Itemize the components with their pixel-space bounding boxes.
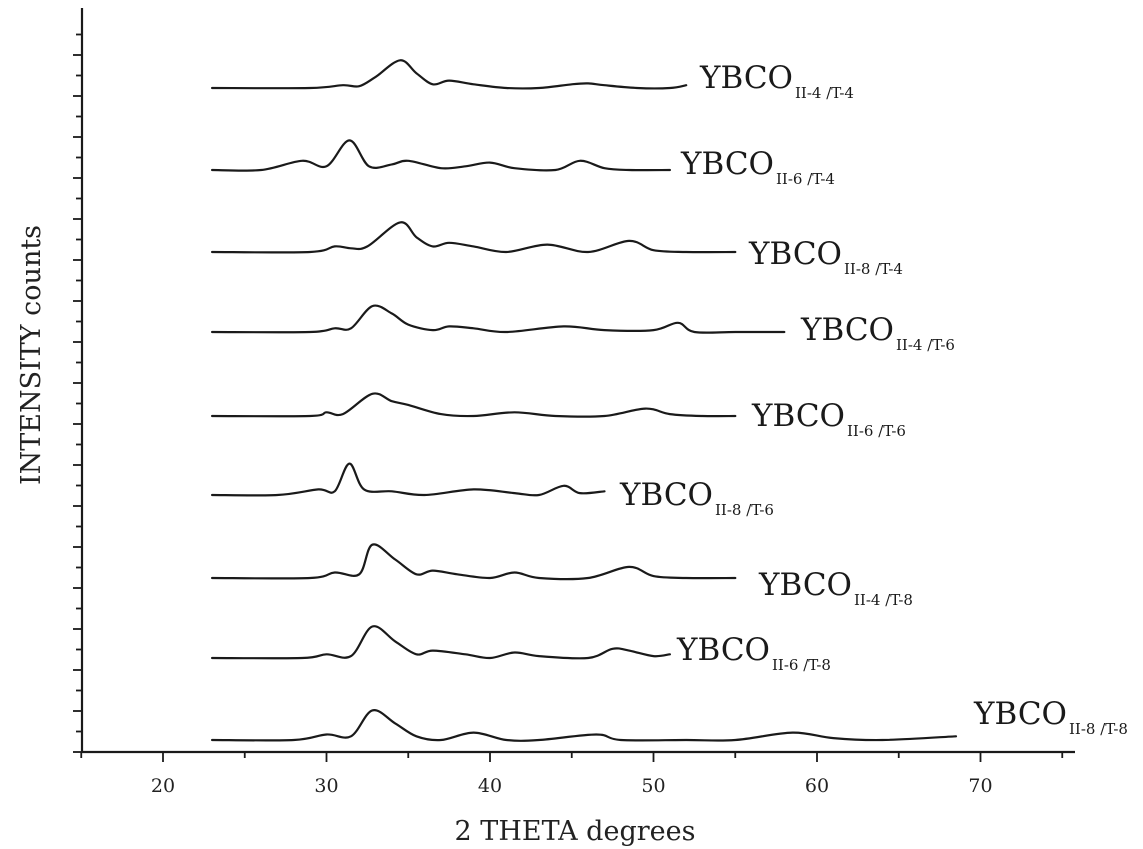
series-label-main: YBCO xyxy=(973,696,1067,732)
series-line-1 xyxy=(211,59,688,90)
series-label-2: YBCO II-6 /T-4 xyxy=(680,146,835,188)
series-label-subscript: II-8 /T-4 xyxy=(844,260,903,278)
series-line-4 xyxy=(211,304,786,334)
series-line-6 xyxy=(211,462,606,497)
series-label-4: YBCO II-4 /T-6 xyxy=(800,312,955,354)
series-label-subscript: II-6 /T-8 xyxy=(772,656,831,674)
y-axis-ticks xyxy=(73,33,82,753)
series-label-9: YBCO II-8 /T-8 xyxy=(973,696,1128,738)
series-label-6: YBCO II-8 /T-6 xyxy=(619,477,774,519)
series-label-main: YBCO xyxy=(800,312,894,348)
series-label-main: YBCO xyxy=(676,632,770,668)
series-label-subscript: II-4 /T-8 xyxy=(854,591,913,609)
series-line-5 xyxy=(211,392,737,418)
series-label-main: YBCO xyxy=(758,567,852,603)
series-traces xyxy=(211,59,958,742)
series-label-subscript: II-6 /T-6 xyxy=(847,422,906,440)
x-tick-label: 60 xyxy=(805,775,829,797)
series-label-subscript: II-8 /T-6 xyxy=(715,501,774,519)
series-line-3 xyxy=(211,221,737,254)
x-axis-title: 2 THETA degrees xyxy=(455,816,696,847)
x-tick-label: 40 xyxy=(478,775,502,797)
series-label-subscript: II-8 /T-8 xyxy=(1069,720,1128,738)
series-label-main: YBCO xyxy=(619,477,713,513)
series-line-8 xyxy=(211,625,671,660)
series-label-5: YBCO II-6 /T-6 xyxy=(751,398,906,440)
series-label-subscript: II-4 /T-4 xyxy=(795,84,854,102)
x-tick-label: 50 xyxy=(641,775,665,797)
x-axis-ticks: 20 30 40 50 60 70 xyxy=(80,752,1064,797)
y-axis-title: INTENSITY counts xyxy=(16,225,47,485)
x-tick-label: 30 xyxy=(314,775,338,797)
series-label-8: YBCO II-6 /T-8 xyxy=(676,632,831,674)
series-label-main: YBCO xyxy=(748,236,842,272)
series-label-main: YBCO xyxy=(751,398,845,434)
series-label-main: YBCO xyxy=(680,146,774,182)
series-label-3: YBCO II-8 /T-4 xyxy=(748,236,903,278)
x-tick-label: 70 xyxy=(968,775,992,797)
series-line-2 xyxy=(211,139,671,172)
series-label-1: YBCO II-4 /T-4 xyxy=(699,60,854,102)
series-label-main: YBCO xyxy=(699,60,793,96)
series-label-subscript: II-6 /T-4 xyxy=(776,170,835,188)
series-label-subscript: II-4 /T-6 xyxy=(896,336,955,354)
series-line-9 xyxy=(211,709,958,742)
x-tick-label: 20 xyxy=(151,775,175,797)
series-line-7 xyxy=(211,543,737,581)
series-label-7: YBCO II-4 /T-8 xyxy=(758,567,913,609)
